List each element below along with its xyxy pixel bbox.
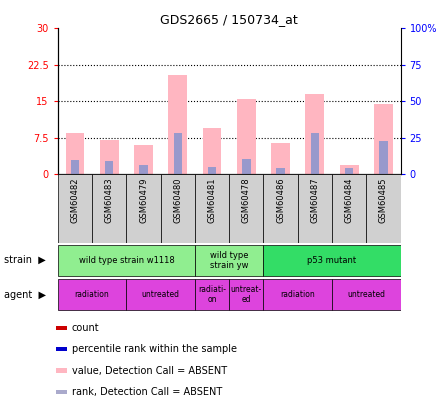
- Text: untreated: untreated: [142, 290, 180, 299]
- Text: GSM60478: GSM60478: [242, 177, 251, 223]
- FancyBboxPatch shape: [126, 174, 161, 243]
- FancyBboxPatch shape: [229, 279, 263, 310]
- Text: GSM60485: GSM60485: [379, 177, 388, 223]
- FancyBboxPatch shape: [366, 174, 400, 243]
- FancyBboxPatch shape: [195, 279, 229, 310]
- Bar: [139, 165, 148, 174]
- FancyBboxPatch shape: [263, 245, 400, 276]
- Text: radiati-
on: radiati- on: [198, 285, 226, 304]
- Text: GSM60480: GSM60480: [173, 177, 182, 223]
- Text: wild type strain w1118: wild type strain w1118: [78, 256, 174, 265]
- Bar: [100, 140, 119, 174]
- Text: GSM60481: GSM60481: [207, 177, 217, 223]
- Text: GSM60483: GSM60483: [105, 177, 114, 223]
- Text: untreated: untreated: [347, 290, 385, 299]
- Bar: [237, 99, 256, 174]
- FancyBboxPatch shape: [332, 174, 366, 243]
- Text: GSM60479: GSM60479: [139, 177, 148, 223]
- Text: count: count: [72, 323, 99, 333]
- FancyBboxPatch shape: [58, 245, 195, 276]
- Bar: [305, 94, 324, 174]
- Bar: [65, 133, 85, 174]
- Bar: [311, 133, 319, 174]
- Bar: [276, 168, 285, 174]
- Text: value, Detection Call = ABSENT: value, Detection Call = ABSENT: [72, 366, 227, 376]
- FancyBboxPatch shape: [161, 174, 195, 243]
- Bar: [56, 369, 67, 373]
- FancyBboxPatch shape: [263, 174, 298, 243]
- Bar: [71, 160, 79, 174]
- Bar: [202, 128, 222, 174]
- Text: GSM60487: GSM60487: [310, 177, 320, 223]
- Bar: [242, 159, 251, 174]
- Bar: [56, 347, 67, 352]
- Text: p53 mutant: p53 mutant: [307, 256, 356, 265]
- FancyBboxPatch shape: [92, 174, 126, 243]
- Bar: [56, 390, 67, 394]
- Bar: [105, 160, 113, 174]
- FancyBboxPatch shape: [126, 279, 195, 310]
- Text: wild type
strain yw: wild type strain yw: [210, 251, 248, 270]
- Bar: [56, 326, 67, 330]
- Bar: [271, 143, 290, 174]
- Text: rank, Detection Call = ABSENT: rank, Detection Call = ABSENT: [72, 387, 222, 397]
- Text: percentile rank within the sample: percentile rank within the sample: [72, 344, 237, 354]
- Bar: [374, 104, 393, 174]
- Text: GSM60482: GSM60482: [70, 177, 80, 223]
- Bar: [340, 165, 359, 174]
- FancyBboxPatch shape: [298, 174, 332, 243]
- Text: agent  ▶: agent ▶: [4, 290, 46, 300]
- FancyBboxPatch shape: [58, 174, 92, 243]
- Bar: [208, 167, 216, 174]
- Bar: [134, 145, 153, 174]
- Text: GSM60484: GSM60484: [344, 177, 354, 223]
- Text: radiation: radiation: [280, 290, 315, 299]
- Bar: [174, 133, 182, 174]
- Text: GSM60486: GSM60486: [276, 177, 285, 223]
- FancyBboxPatch shape: [263, 279, 332, 310]
- Text: radiation: radiation: [75, 290, 109, 299]
- FancyBboxPatch shape: [229, 174, 263, 243]
- Text: strain  ▶: strain ▶: [4, 255, 46, 265]
- Title: GDS2665 / 150734_at: GDS2665 / 150734_at: [160, 13, 298, 26]
- Bar: [345, 168, 353, 174]
- FancyBboxPatch shape: [58, 279, 126, 310]
- FancyBboxPatch shape: [195, 174, 229, 243]
- FancyBboxPatch shape: [195, 245, 263, 276]
- Text: untreat-
ed: untreat- ed: [231, 285, 262, 304]
- Bar: [379, 141, 388, 174]
- FancyBboxPatch shape: [332, 279, 400, 310]
- Bar: [168, 75, 187, 174]
